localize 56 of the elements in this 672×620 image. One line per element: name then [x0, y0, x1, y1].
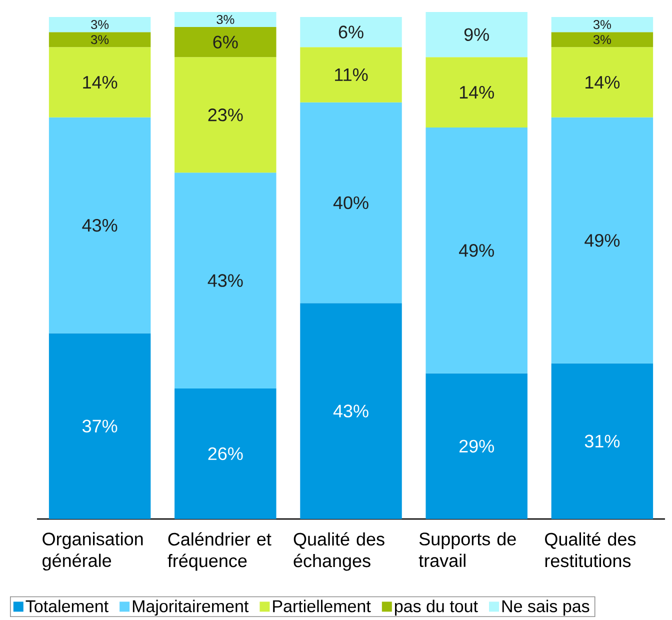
- data-label: 9%: [464, 28, 489, 41]
- data-label: 37%: [82, 420, 118, 432]
- bar: [48, 47, 151, 118]
- bar: [174, 57, 276, 173]
- bar: [300, 303, 402, 519]
- data-label: 6%: [213, 36, 238, 48]
- x-tick-label: Caléndrier et fréquence: [168, 532, 272, 571]
- legend-label: Partiellement: [273, 600, 371, 612]
- bar: [174, 172, 276, 388]
- bar: [300, 17, 402, 48]
- data-label: 43%: [208, 274, 243, 287]
- data-label: 11%: [335, 68, 368, 82]
- bar: [174, 12, 276, 28]
- data-label: 40%: [333, 196, 368, 210]
- data-label: 3%: [593, 20, 611, 30]
- data-label: 14%: [83, 76, 118, 89]
- bar: [48, 32, 151, 48]
- data-label: 6%: [338, 26, 364, 38]
- bar: [426, 373, 528, 519]
- data-label: 26%: [208, 447, 243, 460]
- bar: [300, 47, 402, 102]
- legend-label: Majoritairement: [132, 600, 249, 616]
- bar: [551, 117, 654, 364]
- x-tick-label: Qualité des échanges: [294, 532, 384, 571]
- data-label: 31%: [584, 434, 620, 448]
- x-tick-label: Qualité des restitutions: [545, 532, 636, 568]
- data-label: 49%: [458, 244, 494, 257]
- data-label: 43%: [82, 218, 118, 232]
- bar: [551, 32, 654, 48]
- data-label: 14%: [460, 86, 494, 99]
- bar: [300, 102, 402, 304]
- data-label: 14%: [586, 76, 620, 89]
- data-label: 3%: [593, 35, 611, 44]
- bar: [48, 333, 151, 519]
- data-label: 43%: [333, 404, 368, 418]
- bar: [426, 57, 528, 128]
- legend-label: pas du tout: [395, 600, 478, 616]
- data-label: 23%: [208, 108, 243, 122]
- data-label: 3%: [91, 20, 109, 30]
- data-label: 3%: [91, 35, 109, 44]
- bar: [48, 117, 151, 334]
- bar: [48, 17, 151, 32]
- legend-label: Ne sais pas: [502, 600, 590, 616]
- bar: [174, 27, 276, 58]
- x-tick-label: Organisation générale: [42, 532, 143, 571]
- bar: [551, 17, 654, 32]
- bar: [551, 363, 654, 519]
- x-tick-label: Supports de travail: [418, 532, 516, 567]
- legend-label: Totalement: [26, 600, 108, 612]
- data-label: 3%: [216, 14, 234, 24]
- bar: [174, 388, 276, 519]
- data-label: 29%: [459, 440, 494, 453]
- bar: [426, 12, 528, 58]
- data-label: 49%: [584, 234, 620, 247]
- bar: [551, 47, 654, 118]
- bar: [426, 127, 528, 374]
